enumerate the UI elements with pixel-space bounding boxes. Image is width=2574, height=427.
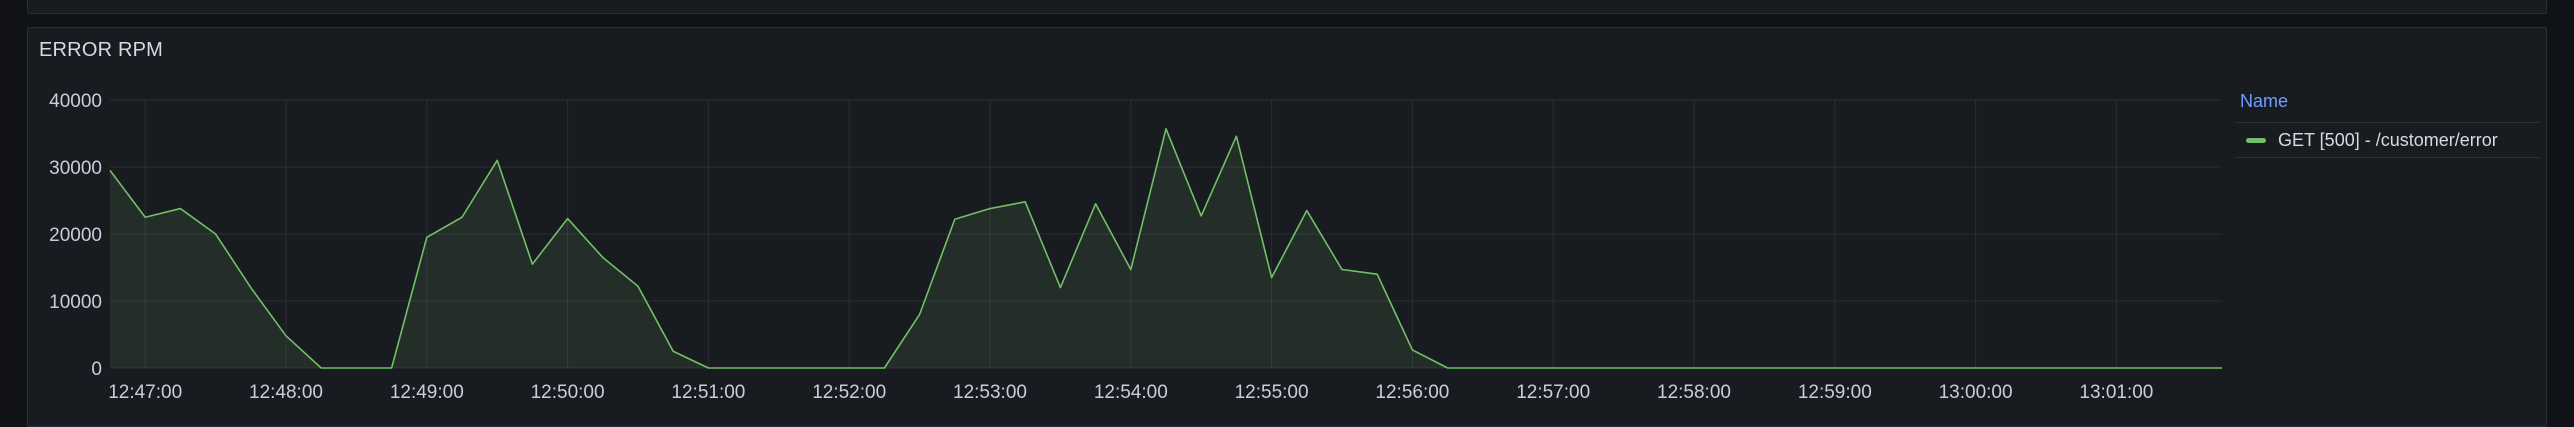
y-tick-label: 20000: [49, 225, 102, 246]
legend-series-swatch: [2246, 137, 2266, 143]
error-rpm-panel: [27, 27, 2547, 427]
y-tick-label: 0: [91, 359, 102, 380]
x-tick-label: 12:54:00: [1094, 382, 1168, 403]
x-tick-label: 12:49:00: [390, 382, 464, 403]
x-tick-label: 12:55:00: [1235, 382, 1309, 403]
x-tick-label: 12:48:00: [249, 382, 323, 403]
error-rpm-chart: 0 10000 20000 30000 40000 12:47:00 12:48:00 12:…: [49, 91, 2222, 403]
x-tick-label: 13:01:00: [2079, 382, 2153, 403]
y-tick-label: 10000: [49, 292, 102, 313]
x-tick-label: 12:50:00: [531, 382, 605, 403]
x-tick-label: 12:56:00: [1375, 382, 1449, 403]
legend-header-name[interactable]: Name: [2240, 91, 2289, 111]
series-line: [109, 128, 2222, 369]
previous-panel: [27, 0, 2547, 14]
x-tick-label: 12:52:00: [812, 382, 886, 403]
y-tick-label: 30000: [49, 158, 102, 179]
legend-series-label: GET [500] - /customer/error: [2278, 129, 2498, 150]
x-tick-label: 12:58:00: [1657, 382, 1731, 403]
y-tick-label: 40000: [49, 91, 102, 112]
x-tick-label: 12:53:00: [953, 382, 1027, 403]
x-tick-label: 12:59:00: [1798, 382, 1872, 403]
x-tick-label: 13:00:00: [1939, 382, 2013, 403]
series-area: [110, 128, 2222, 368]
legend-item[interactable]: GET [500] - /customer/error: [2234, 122, 2540, 158]
x-tick-label: 12:51:00: [671, 382, 745, 403]
x-tick-label: 12:57:00: [1516, 382, 1590, 403]
x-tick-label: 12:47:00: [108, 382, 182, 403]
panel-title[interactable]: ERROR RPM: [39, 39, 164, 61]
